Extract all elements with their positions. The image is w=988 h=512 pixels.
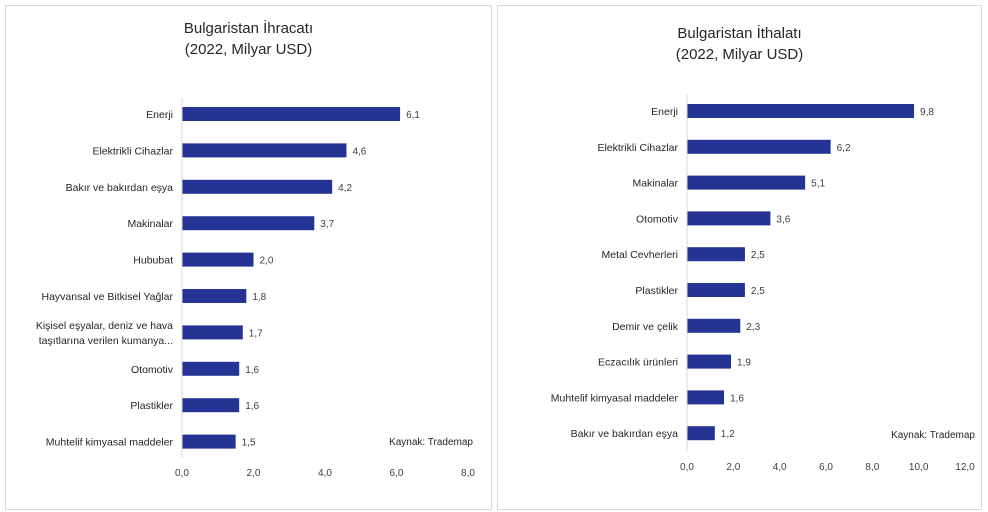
bar [687, 318, 741, 333]
bar [687, 211, 771, 226]
value-label: 2,5 [751, 286, 765, 297]
bar [687, 104, 915, 118]
bar [182, 252, 254, 267]
category-label: taşıtlarına verilen kumanya... [39, 335, 173, 347]
import-chart-panel: Bulgaristan İthalatı (2022, Milyar USD) … [497, 5, 982, 510]
category-label: Plastikler [130, 400, 173, 412]
category-label: Kişisel eşyalar, deniz ve hava [36, 320, 173, 332]
value-label: 1,6 [245, 401, 259, 412]
bar [687, 247, 745, 262]
bar [182, 398, 240, 413]
export-bar-chart: Enerji 6,1 Elektrikli Cihazlar 4,6 Bakır ve … [36, 98, 475, 479]
x-tick-label: 4,0 [318, 468, 332, 479]
category-label: Enerji [651, 106, 678, 118]
x-tick-label: 6,0 [390, 468, 404, 479]
x-tick-label: 0,0 [175, 468, 189, 479]
bar [182, 143, 347, 158]
x-tick-label: 12,0 [955, 462, 975, 473]
chart-title: Bulgaristan İhracatı [183, 20, 314, 37]
chart-title: Bulgaristan İthalatı [677, 25, 802, 42]
export-chart-panel: Bulgaristan İhracatı (2022, Milyar USD) … [5, 5, 492, 510]
category-label: Otomotiv [636, 213, 679, 225]
category-label: Makinalar [127, 218, 173, 230]
value-label: 9,8 [920, 107, 934, 118]
value-label: 6,2 [837, 143, 851, 154]
category-label: Bakır ve bakırdan eşya [571, 428, 679, 440]
source-note: Kaynak: Trademap [389, 437, 473, 448]
value-label: 3,7 [320, 219, 334, 230]
chart-title-block: Bulgaristan İthalatı (2022, Milyar USD) [498, 23, 981, 65]
x-tick-label: 8,0 [461, 468, 475, 479]
x-tick-label: 8,0 [865, 462, 879, 473]
x-tick-label: 2,0 [247, 468, 261, 479]
bar [687, 390, 725, 405]
x-tick-label: 0,0 [680, 462, 694, 473]
value-label: 4,6 [352, 146, 366, 157]
bar [687, 139, 831, 154]
chart-subtitle: (2022, Milyar USD) [675, 46, 804, 63]
value-label: 3,6 [776, 214, 790, 225]
category-label: Eczacılık ürünleri [598, 357, 678, 369]
bar [182, 325, 243, 340]
x-tick-label: 6,0 [819, 462, 833, 473]
value-label: 2,0 [260, 256, 274, 267]
bar [182, 434, 236, 449]
category-label: Hububat [133, 255, 173, 267]
bar [182, 179, 333, 194]
value-label: 1,6 [730, 393, 744, 404]
value-label: 1,7 [249, 328, 263, 339]
value-label: 2,3 [746, 322, 760, 333]
category-label: Enerji [146, 109, 173, 121]
import-bar-chart: Enerji 9,8 Elektrikli Cihazlar 6,2 Makinalar… [551, 94, 975, 473]
value-label: 4,2 [338, 183, 352, 194]
bar [687, 354, 732, 369]
category-label: Muhtelif kimyasal maddeler [46, 437, 174, 449]
category-label: Elektrikli Cihazlar [597, 142, 678, 154]
bar [687, 283, 745, 297]
x-tick-label: 10,0 [909, 462, 929, 473]
category-label: Bakır ve bakırdan eşya [66, 182, 174, 194]
value-label: 1,5 [242, 438, 256, 449]
bar [182, 216, 315, 231]
bar [687, 426, 715, 441]
x-tick-label: 2,0 [726, 462, 740, 473]
category-label: Hayvansal ve Bitkisel Yağlar [41, 291, 173, 303]
category-label: Demir ve çelik [612, 321, 679, 333]
value-label: 2,5 [751, 250, 765, 261]
bar [182, 107, 401, 121]
chart-title-block: Bulgaristan İhracatı (2022, Milyar USD) [6, 18, 491, 60]
bar [687, 175, 806, 190]
category-label: Muhtelif kimyasal maddeler [551, 392, 679, 404]
x-tick-label: 4,0 [773, 462, 787, 473]
category-label: Plastikler [635, 285, 678, 297]
value-label: 6,1 [406, 110, 420, 121]
value-label: 1,8 [252, 292, 266, 303]
value-label: 1,2 [721, 429, 735, 440]
bar [182, 289, 247, 303]
category-label: Makinalar [632, 178, 678, 190]
value-label: 1,9 [737, 358, 751, 369]
category-label: Otomotiv [131, 364, 174, 376]
source-note: Kaynak: Trademap [891, 430, 975, 441]
value-label: 5,1 [811, 179, 825, 190]
value-label: 1,6 [245, 365, 259, 376]
bar [182, 361, 240, 376]
category-label: Metal Cevherleri [602, 249, 678, 261]
chart-subtitle: (2022, Milyar USD) [184, 41, 313, 58]
category-label: Elektrikli Cihazlar [92, 145, 173, 157]
